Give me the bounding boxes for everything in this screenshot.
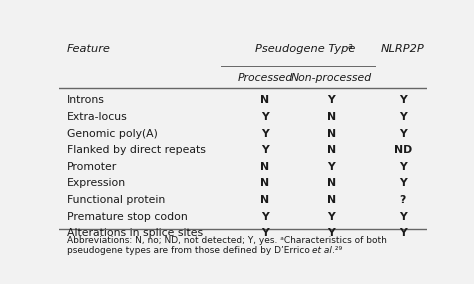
Text: Y: Y — [261, 145, 269, 155]
Text: Promoter: Promoter — [66, 162, 117, 172]
Text: ND: ND — [393, 145, 412, 155]
Text: Functional protein: Functional protein — [66, 195, 165, 205]
Text: N: N — [327, 145, 336, 155]
Text: N: N — [260, 95, 270, 105]
Text: NLRP2P: NLRP2P — [381, 44, 425, 54]
Text: pseudogene types are from those defined by D’Errico: pseudogene types are from those defined … — [66, 246, 312, 255]
Text: N: N — [327, 178, 336, 188]
Text: Y: Y — [327, 228, 335, 238]
Text: Y: Y — [399, 228, 407, 238]
Text: et al: et al — [312, 246, 332, 255]
Text: Y: Y — [399, 95, 407, 105]
Text: Abbreviations: N, no; ND, not detected; Y, yes. ᵃCharacteristics of both: Abbreviations: N, no; ND, not detected; … — [66, 236, 386, 245]
Text: N: N — [327, 129, 336, 139]
Text: Y: Y — [261, 212, 269, 222]
Text: Non-processed: Non-processed — [291, 74, 372, 83]
Text: Pseudogene Type: Pseudogene Type — [255, 44, 356, 54]
Text: Premature stop codon: Premature stop codon — [66, 212, 187, 222]
Text: N: N — [327, 112, 336, 122]
Text: Y: Y — [261, 228, 269, 238]
Text: Feature: Feature — [66, 44, 110, 54]
Text: Extra-locus: Extra-locus — [66, 112, 128, 122]
Text: Introns: Introns — [66, 95, 104, 105]
Text: ?: ? — [400, 195, 406, 205]
Text: Y: Y — [399, 212, 407, 222]
Text: Alterations in splice sites: Alterations in splice sites — [66, 228, 203, 238]
Text: Y: Y — [261, 112, 269, 122]
Text: Y: Y — [399, 162, 407, 172]
Text: N: N — [260, 178, 270, 188]
Text: N: N — [260, 162, 270, 172]
Text: N: N — [327, 195, 336, 205]
Text: Y: Y — [327, 212, 335, 222]
Text: .²⁹: .²⁹ — [332, 246, 342, 255]
Text: Y: Y — [327, 95, 335, 105]
Text: Processed: Processed — [237, 74, 292, 83]
Text: Y: Y — [399, 129, 407, 139]
Text: N: N — [260, 195, 270, 205]
Text: Y: Y — [327, 162, 335, 172]
Text: Y: Y — [399, 112, 407, 122]
Text: Expression: Expression — [66, 178, 126, 188]
Text: a: a — [347, 42, 353, 51]
Text: Y: Y — [399, 178, 407, 188]
Text: Flanked by direct repeats: Flanked by direct repeats — [66, 145, 205, 155]
Text: Genomic poly(A): Genomic poly(A) — [66, 129, 157, 139]
Text: Y: Y — [261, 129, 269, 139]
